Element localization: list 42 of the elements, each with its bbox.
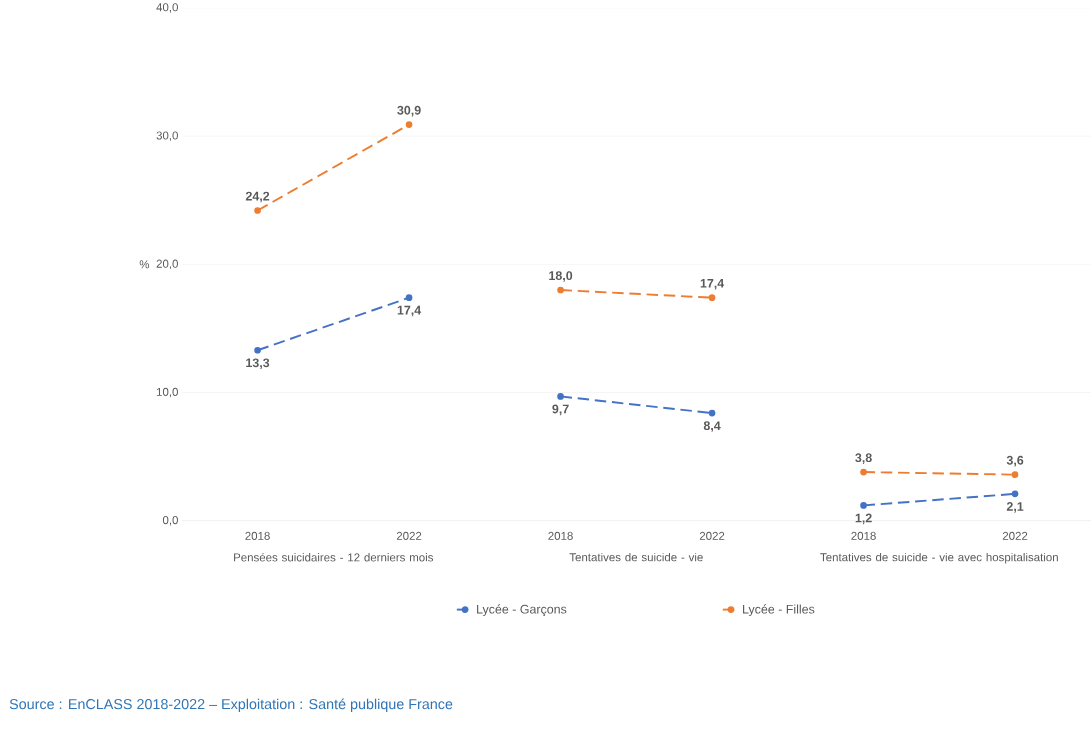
point bbox=[254, 207, 261, 214]
x-tick-label: 2022 bbox=[396, 531, 422, 541]
text: Tentatives de suicide - vie avec hospitalisation bbox=[820, 553, 1058, 564]
x-tick-label: 2018 bbox=[548, 531, 573, 541]
x-tick-label: 2022 bbox=[1002, 531, 1028, 541]
text: Tentatives de suicide - vie bbox=[569, 553, 703, 562]
point bbox=[860, 468, 867, 476]
point bbox=[708, 409, 716, 417]
data-label: 30,9 bbox=[397, 105, 421, 117]
y-tick-label: 10,0 bbox=[156, 387, 178, 398]
source-note: Source : EnCLASS 2018-2022 – Exploitation : Santé publique France bbox=[9, 698, 453, 713]
point bbox=[557, 286, 564, 294]
point bbox=[254, 347, 261, 354]
data-label: 24,2 bbox=[245, 191, 270, 203]
data-label: 8,4 bbox=[703, 421, 721, 432]
data-label: 3,8 bbox=[855, 453, 872, 465]
data-label: 1,2 bbox=[855, 513, 872, 525]
y-tick-label: 0,0 bbox=[162, 516, 178, 526]
y-tick-label: 40,0 bbox=[156, 3, 178, 13]
data-label: 2,1 bbox=[1006, 502, 1024, 513]
point bbox=[860, 502, 867, 509]
text: Pensées suicidaires - 12 derniers mois bbox=[234, 553, 434, 562]
legend-label: Lycée - Filles bbox=[743, 604, 815, 617]
data-label: 13,3 bbox=[246, 358, 270, 370]
x-tick-label: 2022 bbox=[699, 531, 725, 541]
legend-label: Lycée - Garçons bbox=[477, 604, 567, 617]
y-tick-label: 30,0 bbox=[156, 131, 178, 141]
data-label: 9,7 bbox=[552, 404, 569, 416]
point bbox=[557, 393, 564, 400]
point bbox=[1011, 471, 1019, 479]
point bbox=[405, 121, 413, 129]
data-label: 3,6 bbox=[1006, 455, 1024, 467]
y-tick-label: 20,0 bbox=[156, 259, 178, 270]
point bbox=[1011, 490, 1019, 498]
data-label: 18,0 bbox=[549, 271, 573, 282]
point bbox=[405, 294, 413, 302]
y-axis-title: % bbox=[139, 260, 150, 269]
data-label: 17,4 bbox=[397, 305, 422, 317]
point bbox=[708, 294, 716, 302]
data-label: 17,4 bbox=[700, 279, 725, 290]
x-tick-label: 2018 bbox=[851, 531, 876, 541]
x-tick-label: 2018 bbox=[245, 531, 270, 541]
